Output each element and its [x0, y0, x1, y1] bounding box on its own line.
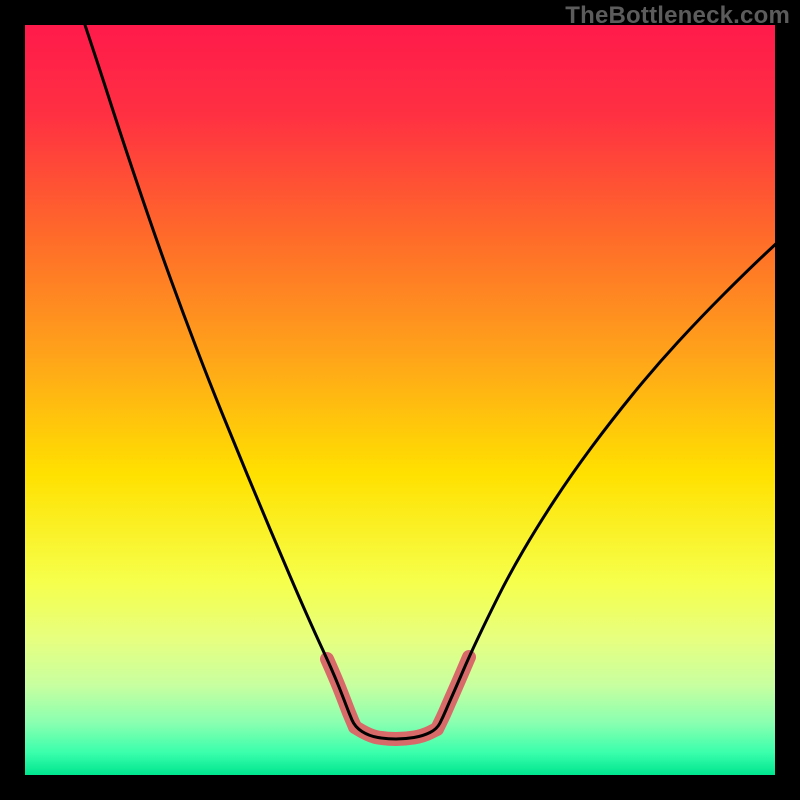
gradient-background — [25, 25, 775, 775]
watermark-text: TheBottleneck.com — [565, 2, 790, 30]
chart-svg — [25, 25, 775, 775]
outer-frame: TheBottleneck.com — [0, 0, 800, 800]
plot-area — [25, 25, 775, 775]
